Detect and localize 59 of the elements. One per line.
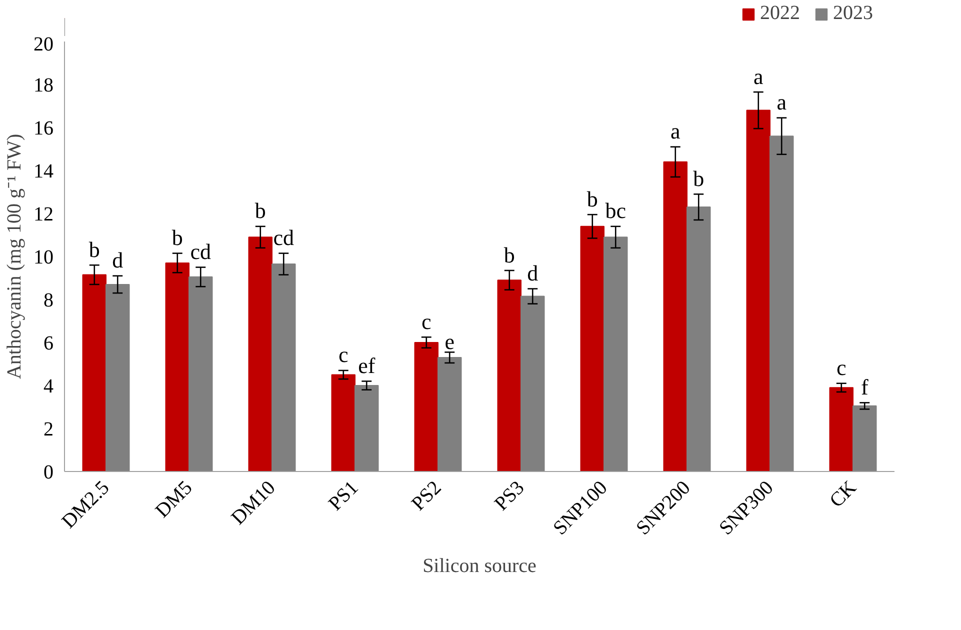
x-tick-label: PS1 [324,476,363,516]
y-tick-label: 0 [44,462,54,484]
y-tick-label: 2 [44,418,54,440]
y-tick-label: 20 [34,34,54,56]
bar [82,274,106,472]
bar [829,387,854,472]
data-label: cd [273,225,294,250]
data-label: c [338,342,348,368]
data-label: d [527,260,538,286]
bar [414,342,438,472]
y-tick-label: 8 [44,290,54,312]
x-tick-label: CK [826,476,862,512]
data-label: b [504,242,515,268]
data-label: b [254,198,266,224]
y-axis-title: Anthocyanin (mg 100 g⁻¹ FW) [4,134,26,380]
y-tick-label: 12 [34,204,54,226]
bar [580,226,604,472]
data-label: c [422,308,432,334]
data-label: a [670,118,680,144]
data-label: a [754,64,764,89]
data-label: b [88,236,100,262]
data-label: b [693,166,704,191]
bar [438,357,462,472]
y-tick-label: 6 [44,332,54,354]
y-tick-label: 16 [34,118,54,140]
bar [106,284,130,472]
data-label: a [776,90,787,115]
data-label: e [444,328,455,354]
legend-label: 2023 [833,2,873,25]
data-label: b [172,225,183,250]
bar [852,405,877,472]
data-label: f [860,374,869,400]
y-tick-label: 14 [34,160,54,182]
bar [686,206,711,472]
bar [331,374,356,472]
bar [770,136,794,472]
data-label: bc [605,198,626,224]
x-tick-label: PS3 [490,476,529,516]
x-axis-title: Silicon source [422,555,537,578]
bar [746,110,770,472]
bar [188,276,213,472]
data-label: c [836,355,846,380]
data-label: b [586,186,598,212]
bar [663,161,688,472]
data-label: cd [190,239,212,264]
legend-label: 2022 [760,2,800,25]
bar [165,262,190,472]
x-tick-label: PS2 [407,476,446,516]
bar [604,236,628,472]
y-tick-label: 4 [44,376,54,398]
bar [272,264,296,472]
bar [248,236,272,472]
bar [497,280,522,472]
bar [354,385,379,472]
data-label: d [112,248,124,273]
y-tick-label: 18 [34,74,54,96]
data-label: ef [358,352,376,378]
bar [520,296,545,472]
y-tick-label: 10 [34,246,54,268]
